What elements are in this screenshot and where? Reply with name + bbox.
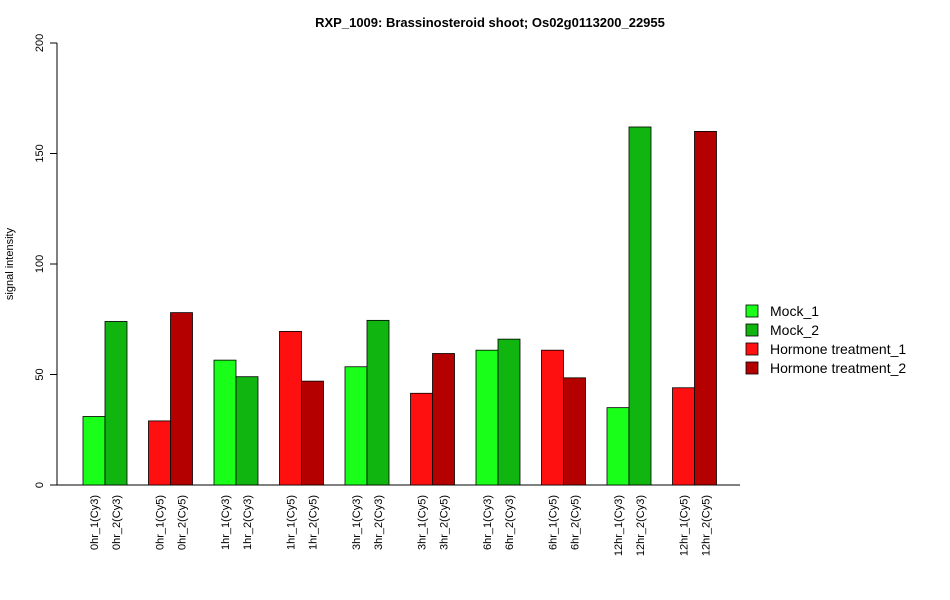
bars: [82, 126, 717, 486]
bar: [410, 392, 433, 486]
legend-label: Hormone treatment_1: [770, 341, 906, 357]
y-tick-label: 100: [34, 255, 46, 273]
bar: [475, 349, 499, 486]
legend-swatch: [745, 304, 759, 318]
x-tick-label: 12hr_2(Cy3): [635, 495, 647, 556]
x-tick-label: 6hr_2(Cy3): [504, 495, 516, 550]
x-tick-label: 12hr_1(Cy5): [678, 495, 690, 556]
bar: [213, 359, 237, 486]
legend-label: Hormone treatment_2: [770, 360, 906, 376]
legend-swatch: [745, 323, 759, 337]
x-tick-label: 3hr_2(Cy5): [438, 495, 450, 550]
bar: [104, 321, 128, 486]
x-tick-label: 0hr_2(Cy3): [111, 495, 123, 550]
legend: Mock_1 Mock_2 Hormone treatment_1 Hormone t…: [745, 303, 906, 376]
bar: [279, 331, 302, 486]
legend-swatch: [745, 342, 759, 356]
x-tick-label: 0hr_1(Cy5): [154, 495, 166, 550]
y-tick-label: 0: [34, 482, 46, 488]
bar: [344, 366, 368, 486]
bar: [628, 126, 652, 486]
x-tick-label: 1hr_1(Cy5): [285, 495, 297, 550]
bar: [235, 376, 259, 486]
y-axis: 0 50 100 150 200: [34, 34, 58, 488]
x-tick-label: 12hr_2(Cy5): [700, 495, 712, 556]
y-axis-title: signal intensity: [4, 227, 16, 300]
y-tick-label: 50: [34, 368, 46, 380]
y-tick-label: 150: [34, 144, 46, 162]
x-tick-label: 1hr_2(Cy5): [307, 495, 319, 550]
x-tick-label: 3hr_1(Cy5): [416, 495, 428, 550]
bar: [541, 349, 564, 486]
bar: [82, 416, 106, 486]
x-tick-label: 6hr_1(Cy3): [482, 495, 494, 550]
x-tick-label: 1hr_1(Cy3): [220, 495, 232, 550]
bar: [432, 353, 455, 486]
bar: [301, 380, 324, 486]
x-tick-label: 0hr_1(Cy3): [89, 495, 101, 550]
bar: [148, 420, 171, 486]
x-tick-labels: 0hr_1(Cy3) 0hr_2(Cy3) 0hr_1(Cy5) 0hr_2(Cy5)…: [89, 495, 712, 556]
legend-swatch: [745, 361, 759, 375]
bar: [606, 407, 630, 486]
bar: [366, 319, 390, 486]
x-tick-label: 6hr_2(Cy5): [569, 495, 581, 550]
x-tick-label: 0hr_2(Cy5): [176, 495, 188, 550]
x-tick-label: 3hr_2(Cy3): [373, 495, 385, 550]
chart-title: RXP_1009: Brassinosteroid shoot; Os02g01…: [315, 15, 665, 30]
x-tick-label: 3hr_1(Cy3): [351, 495, 363, 550]
legend-label: Mock_1: [770, 303, 819, 319]
bar: [672, 387, 695, 486]
bar: [497, 338, 521, 486]
bar: [170, 312, 193, 486]
legend-label: Mock_2: [770, 322, 819, 338]
x-tick-label: 1hr_2(Cy3): [242, 495, 254, 550]
bar: [694, 130, 717, 486]
x-tick-label: 12hr_1(Cy3): [613, 495, 625, 556]
y-tick-label: 200: [34, 34, 46, 52]
bar: [563, 377, 586, 486]
x-tick-label: 6hr_1(Cy5): [547, 495, 559, 550]
